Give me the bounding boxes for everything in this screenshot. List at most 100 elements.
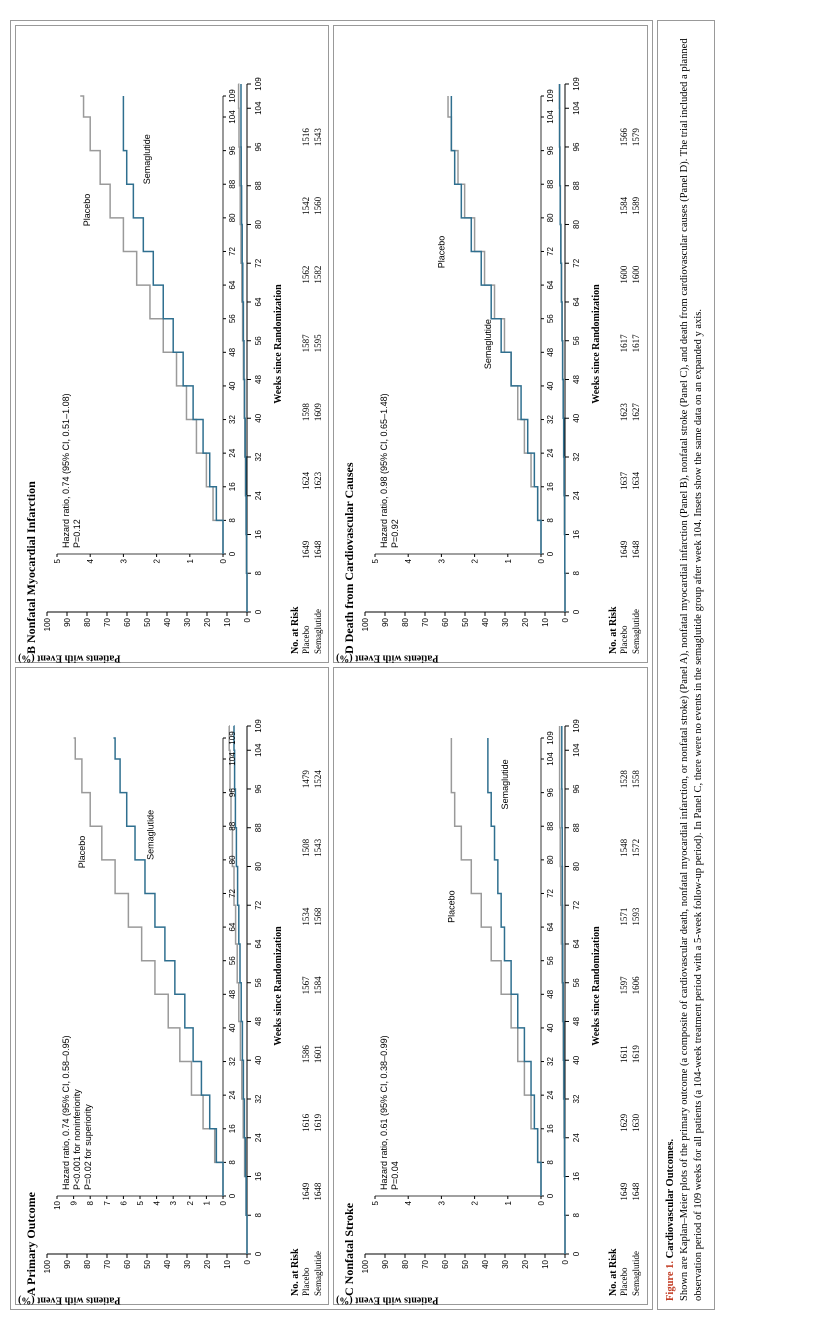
svg-text:100: 100: [361, 617, 370, 631]
risk-cell: 1479: [301, 745, 313, 814]
svg-text:3: 3: [438, 1200, 447, 1205]
risk-cell: [313, 34, 325, 103]
svg-text:109: 109: [572, 77, 581, 91]
semaglutide-label: Semaglutide: [500, 759, 510, 809]
risk-cell: 1619: [313, 1089, 325, 1158]
svg-text:104: 104: [572, 101, 581, 115]
svg-text:64: 64: [546, 280, 555, 289]
risk-cell: [631, 676, 643, 745]
risk-cell: 1584: [313, 951, 325, 1020]
svg-text:48: 48: [228, 989, 237, 998]
svg-text:2: 2: [153, 558, 162, 563]
svg-text:0: 0: [537, 558, 546, 563]
svg-text:8: 8: [546, 1160, 555, 1165]
svg-text:16: 16: [228, 1124, 237, 1133]
risk-header: No. at Risk: [290, 676, 301, 1296]
svg-text:88: 88: [546, 179, 555, 188]
placebo-label: Placebo: [82, 194, 92, 227]
hazard-ratio-text: Hazard ratio, 0.98 (95% CI, 0.65–1.48): [379, 393, 389, 548]
risk-cell: 1601: [313, 1020, 325, 1089]
svg-text:56: 56: [254, 336, 263, 345]
svg-text:64: 64: [572, 297, 581, 306]
risk-cell: 1589: [631, 172, 643, 241]
svg-text:1: 1: [186, 558, 195, 563]
svg-text:72: 72: [254, 258, 263, 267]
risk-cell: 1534: [301, 882, 313, 951]
caption-label: Figure 1.: [665, 1261, 676, 1301]
svg-text:96: 96: [228, 788, 237, 797]
svg-text:7: 7: [103, 1200, 112, 1205]
svg-text:80: 80: [572, 219, 581, 228]
svg-text:72: 72: [572, 900, 581, 909]
svg-text:0: 0: [243, 1259, 252, 1264]
svg-text:109: 109: [572, 719, 581, 733]
svg-text:64: 64: [546, 922, 555, 931]
svg-text:4: 4: [86, 558, 95, 563]
svg-text:16: 16: [254, 1171, 263, 1180]
svg-text:104: 104: [546, 752, 555, 766]
no-at-risk-table: No. at RiskPlacebo1649163716231617160015…: [608, 34, 642, 654]
risk-cell: 1609: [313, 378, 325, 447]
svg-text:40: 40: [546, 381, 555, 390]
svg-text:2: 2: [186, 1200, 195, 1205]
hazard-ratio-text: P=0.04: [390, 1161, 400, 1190]
svg-text:48: 48: [254, 1016, 263, 1025]
figure-caption: Figure 1. Cardiovascular Outcomes. Shown…: [657, 20, 716, 1310]
svg-text:32: 32: [228, 415, 237, 424]
risk-cell: 1516: [301, 103, 313, 172]
svg-text:24: 24: [546, 448, 555, 457]
svg-text:10: 10: [53, 1200, 62, 1209]
risk-cell: 1587: [301, 309, 313, 378]
svg-text:48: 48: [572, 374, 581, 383]
risk-row-semaglutide: Semaglutide1648162316091595158215601543: [313, 34, 325, 654]
svg-text:10: 10: [541, 617, 550, 626]
svg-text:60: 60: [441, 1259, 450, 1268]
svg-text:72: 72: [228, 246, 237, 255]
svg-text:80: 80: [401, 617, 410, 626]
svg-text:5: 5: [371, 558, 380, 563]
svg-text:0: 0: [219, 558, 228, 563]
svg-text:0: 0: [243, 617, 252, 622]
svg-text:2: 2: [471, 1200, 480, 1205]
svg-text:80: 80: [254, 861, 263, 870]
svg-text:40: 40: [163, 1259, 172, 1268]
svg-text:40: 40: [572, 1055, 581, 1064]
panel-title: B Nonfatal Myocardial Infarction: [24, 34, 39, 654]
risk-cell: 1524: [313, 745, 325, 814]
risk-header: No. at Risk: [290, 34, 301, 654]
svg-text:4: 4: [405, 558, 414, 563]
svg-text:88: 88: [254, 823, 263, 832]
panel-title: D Death from Cardiovascular Causes: [342, 34, 357, 654]
svg-text:48: 48: [572, 1016, 581, 1025]
svg-text:104: 104: [254, 101, 263, 115]
km-plot-main: 0102030405060708090100081624324048566472…: [359, 74, 589, 654]
svg-text:10: 10: [223, 1259, 232, 1268]
svg-text:72: 72: [228, 888, 237, 897]
risk-cell: 1566: [619, 103, 631, 172]
risk-cell: 1593: [631, 882, 643, 951]
svg-text:48: 48: [254, 374, 263, 383]
svg-text:24: 24: [254, 1133, 263, 1142]
svg-text:48: 48: [546, 989, 555, 998]
svg-text:104: 104: [228, 752, 237, 766]
svg-text:96: 96: [572, 142, 581, 151]
svg-text:24: 24: [228, 448, 237, 457]
risk-header: No. at Risk: [608, 34, 619, 654]
svg-text:104: 104: [228, 110, 237, 124]
svg-text:64: 64: [572, 939, 581, 948]
svg-text:109: 109: [254, 719, 263, 733]
semaglutide-curve-inset: [452, 96, 542, 554]
y-axis-label: Patients with Event (%): [336, 1295, 439, 1306]
x-axis-label: Weeks since Randomization: [591, 676, 602, 1296]
risk-cell: 1508: [301, 814, 313, 883]
svg-text:5: 5: [136, 1200, 145, 1205]
x-axis-label: Weeks since Randomization: [591, 34, 602, 654]
svg-text:1: 1: [504, 558, 513, 563]
svg-text:30: 30: [183, 617, 192, 626]
svg-text:5: 5: [53, 558, 62, 563]
risk-cell: [313, 676, 325, 745]
semaglutide-curve-main: [560, 84, 565, 612]
svg-text:88: 88: [546, 821, 555, 830]
risk-cell: 1606: [631, 951, 643, 1020]
svg-text:30: 30: [501, 617, 510, 626]
